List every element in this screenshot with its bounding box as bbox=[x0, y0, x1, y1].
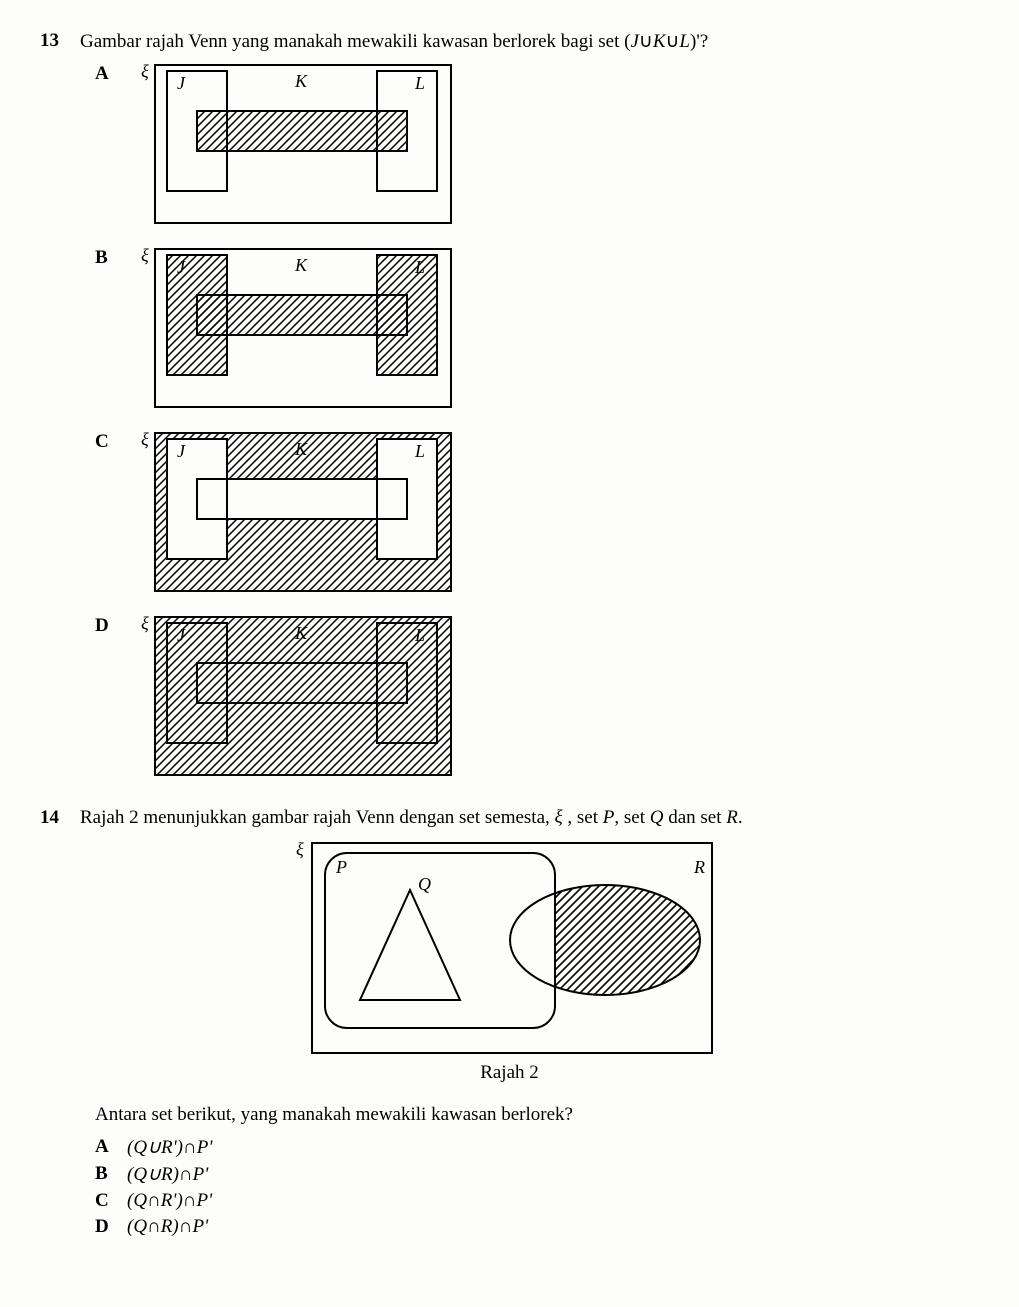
q13-text: Gambar rajah Venn yang manakah mewakili … bbox=[80, 30, 979, 53]
q13-J: J bbox=[630, 31, 638, 52]
q14-optB-label: B bbox=[95, 1163, 127, 1185]
q14-xi: ξ bbox=[555, 807, 563, 828]
q13-diagC: ξ J K L bbox=[137, 427, 457, 597]
q14-caption: Rajah 2 bbox=[290, 1062, 730, 1084]
q14-diagram: ξ P R Q Rajah 2 bbox=[290, 835, 730, 1084]
K-label: K bbox=[294, 255, 308, 275]
q13-diagD: ξ J K L bbox=[137, 611, 457, 781]
J-label: J bbox=[177, 441, 186, 461]
L-label: L bbox=[414, 73, 425, 93]
q14-optD-label: D bbox=[95, 1216, 127, 1238]
q13-L: L bbox=[679, 31, 690, 52]
q13-optC-label: C bbox=[95, 431, 137, 453]
q13-u2: ∪ bbox=[666, 31, 680, 52]
q14-subtext: Antara set berikut, yang manakah mewakil… bbox=[95, 1104, 979, 1126]
q14-t1: Rajah 2 menunjukkan gambar rajah Venn de… bbox=[80, 807, 555, 828]
q13-optD-label: D bbox=[95, 615, 137, 637]
q14-text: Rajah 2 menunjukkan gambar rajah Venn de… bbox=[80, 807, 979, 829]
q14-optA-text: (Q∪R')∩P' bbox=[127, 1136, 212, 1159]
q14-p: . bbox=[738, 807, 743, 828]
xi-label: ξ bbox=[141, 245, 149, 265]
q13-u1: ∪ bbox=[639, 31, 653, 52]
K-label: K bbox=[294, 439, 308, 459]
q13-diagB: ξ J K L bbox=[137, 243, 457, 413]
xi-label: ξ bbox=[141, 61, 149, 81]
q14-number: 14 bbox=[40, 807, 80, 829]
q14-R: R bbox=[726, 807, 738, 828]
L-label: L bbox=[414, 257, 425, 277]
K-label: K bbox=[294, 71, 308, 91]
q13-number: 13 bbox=[40, 30, 80, 53]
q13-diagA: ξ J K L bbox=[137, 59, 457, 229]
q14-optC-text: (Q∩R')∩P' bbox=[127, 1190, 212, 1212]
q14-P: P bbox=[603, 807, 615, 828]
J-label: J bbox=[177, 73, 186, 93]
J-label: J bbox=[177, 257, 186, 277]
J-label: J bbox=[177, 625, 186, 645]
q14-optD-text: (Q∩R)∩P' bbox=[127, 1216, 208, 1238]
q13-t2: )'? bbox=[690, 31, 708, 52]
q13-t1: Gambar rajah Venn yang manakah mewakili … bbox=[80, 31, 630, 52]
q14-optB-text: (Q∪R)∩P' bbox=[127, 1163, 208, 1186]
q14-c1: , set bbox=[614, 807, 649, 828]
q13-optA-label: A bbox=[95, 63, 137, 85]
xi-label: ξ bbox=[141, 429, 149, 449]
Q-label: Q bbox=[418, 874, 431, 894]
P-label: P bbox=[335, 857, 347, 877]
R-label: R bbox=[693, 857, 705, 877]
K-label: K bbox=[294, 623, 308, 643]
q14-and: dan set bbox=[663, 807, 726, 828]
L-label: L bbox=[414, 441, 425, 461]
xi-label: ξ bbox=[141, 613, 149, 633]
xi-label: ξ bbox=[296, 839, 304, 859]
q14-optC-label: C bbox=[95, 1190, 127, 1212]
q14-Q: Q bbox=[650, 807, 664, 828]
q14-m1: , set bbox=[563, 807, 603, 828]
L-label: L bbox=[414, 625, 425, 645]
q13-optB-label: B bbox=[95, 247, 137, 269]
q14-optA-label: A bbox=[95, 1136, 127, 1158]
q13-K: K bbox=[653, 31, 666, 52]
